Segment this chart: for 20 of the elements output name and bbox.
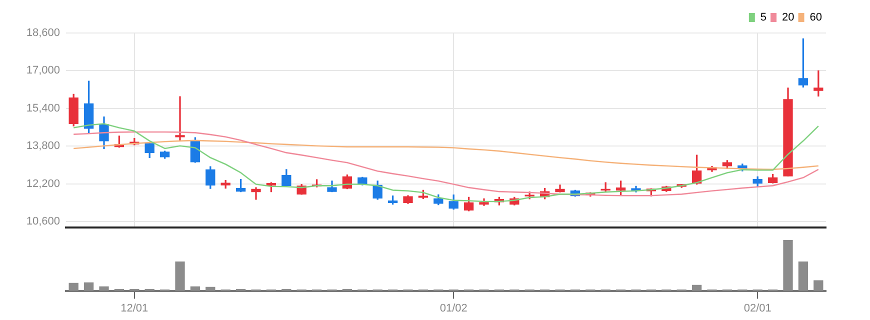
y-tick-label: 10,600 <box>26 216 60 228</box>
y-tick-label: 12,200 <box>26 178 60 190</box>
bar <box>175 262 185 291</box>
bar <box>798 262 808 291</box>
y-tick-label: 13,800 <box>26 140 60 152</box>
bar <box>692 284 702 291</box>
bar <box>99 286 109 291</box>
y-tick-label: 15,400 <box>26 102 60 114</box>
legend-label: 20 <box>782 12 794 24</box>
legend-label: 5 <box>760 12 767 24</box>
x-tick-label: 01/02 <box>440 302 468 314</box>
y-tick-label: 17,000 <box>26 64 60 77</box>
y-tick-label: 18,600 <box>26 27 60 40</box>
x-tick-label: 12/01 <box>120 302 148 314</box>
bar <box>814 280 824 291</box>
bar <box>68 282 78 291</box>
legend-label: 60 <box>810 12 822 24</box>
x-tick-label: 02/01 <box>744 302 772 314</box>
bar <box>783 240 793 291</box>
bar <box>84 282 94 291</box>
